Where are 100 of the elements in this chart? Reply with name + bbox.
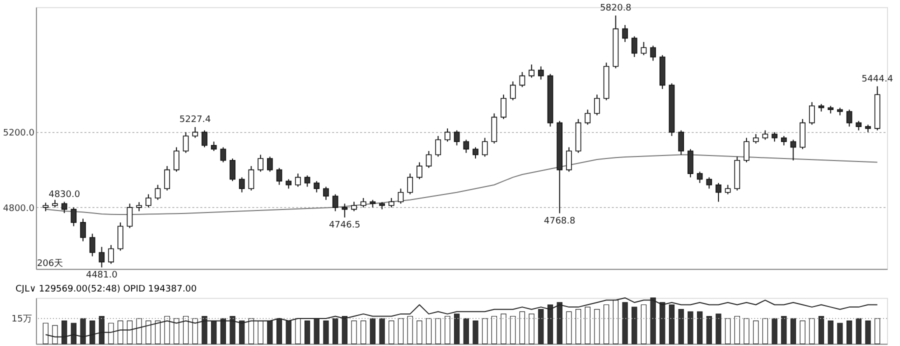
candlestick (238, 176, 245, 193)
candlestick (519, 72, 526, 88)
candlestick (744, 137, 750, 163)
candlestick (126, 203, 133, 229)
bar (790, 318, 796, 344)
candlestick (332, 194, 338, 212)
annotation: 206天 (36, 258, 64, 269)
annotation: 4830.0 (48, 190, 80, 200)
candlestick (276, 167, 282, 186)
annotation: 4746.5 (328, 220, 360, 230)
candlestick (304, 174, 310, 188)
bar (856, 318, 862, 344)
candlestick (650, 45, 656, 62)
candlestick (154, 184, 161, 200)
candlestick (230, 158, 236, 182)
bar (472, 320, 478, 344)
candlestick (426, 150, 432, 168)
candlestick (267, 156, 273, 172)
bar (846, 320, 852, 344)
annotation: 4768.8 (544, 216, 576, 226)
candlestick (716, 182, 722, 202)
candlestick (182, 132, 189, 154)
candlestick (752, 134, 759, 144)
candlestick (108, 244, 114, 264)
candlestick (538, 66, 544, 80)
candlestick (696, 171, 703, 184)
candlestick (706, 176, 712, 190)
candlestick (70, 206, 77, 227)
bar (706, 316, 712, 344)
candlestick (360, 198, 366, 208)
annotation: 5444.4 (862, 74, 894, 84)
candlestick (622, 24, 628, 42)
candlestick (220, 146, 226, 163)
candlestick (594, 94, 600, 116)
candlestick (846, 109, 852, 128)
candlestick (688, 148, 694, 178)
bar (772, 318, 778, 344)
candlestick (510, 80, 516, 101)
candlestick (323, 186, 329, 200)
chart-title: CJL∨ 129569.00(52:48) OPID 194387.00 (16, 284, 198, 294)
candlestick (202, 130, 208, 148)
candlestick (472, 146, 478, 160)
candlestick (454, 130, 460, 146)
candlestick (631, 36, 638, 58)
candlestick (463, 139, 470, 154)
bar (818, 316, 824, 344)
bar (678, 309, 684, 344)
candlestick (398, 188, 404, 204)
candlestick (136, 202, 142, 212)
bar (716, 314, 722, 344)
candlestick (435, 135, 442, 158)
annotation: 5820.8 (600, 4, 632, 14)
candlestick (640, 41, 647, 56)
candlestick (388, 198, 394, 208)
candlestick (258, 154, 264, 172)
candlestick (248, 166, 254, 191)
candlestick (192, 126, 198, 138)
bar (837, 322, 843, 344)
candlestick (98, 246, 105, 268)
candlestick (809, 102, 815, 126)
candlestick (781, 135, 787, 146)
candlestick (146, 194, 152, 208)
bar (688, 311, 694, 344)
candlestick (80, 218, 86, 242)
candlestick (856, 120, 862, 131)
candlestick (351, 201, 357, 212)
bar (632, 306, 638, 344)
annotation: 4481.0 (86, 270, 118, 280)
candlestick (482, 137, 488, 158)
candlestick (772, 132, 778, 142)
candlestick (416, 162, 422, 180)
candlestick (89, 233, 96, 257)
candlestick (790, 139, 796, 161)
candlestick (314, 180, 320, 193)
bar (696, 311, 703, 344)
bar (622, 302, 628, 344)
candlestick (762, 130, 768, 140)
annotation: 5227.4 (179, 115, 212, 126)
bar (781, 316, 787, 344)
bar (865, 320, 871, 344)
candlestick (566, 146, 572, 172)
candlestick (528, 64, 534, 78)
candlestick (678, 130, 684, 156)
candlestick (500, 94, 506, 120)
y-tick-label: 5200.0 (3, 128, 35, 139)
candlestick (295, 173, 301, 188)
candlestick (407, 173, 413, 195)
y-tick-label: 4800.0 (3, 204, 35, 214)
bar (828, 320, 834, 344)
candlestick (342, 203, 348, 218)
candlestick (117, 222, 124, 252)
candlestick (444, 128, 450, 142)
candlestick (286, 178, 292, 190)
candlestick (210, 141, 217, 152)
candlestick (61, 201, 68, 214)
candlestick (164, 166, 170, 191)
candlestick (174, 146, 180, 172)
ref-line-label: 15万 (12, 314, 32, 325)
bar (463, 318, 469, 344)
candlestick (584, 109, 591, 126)
